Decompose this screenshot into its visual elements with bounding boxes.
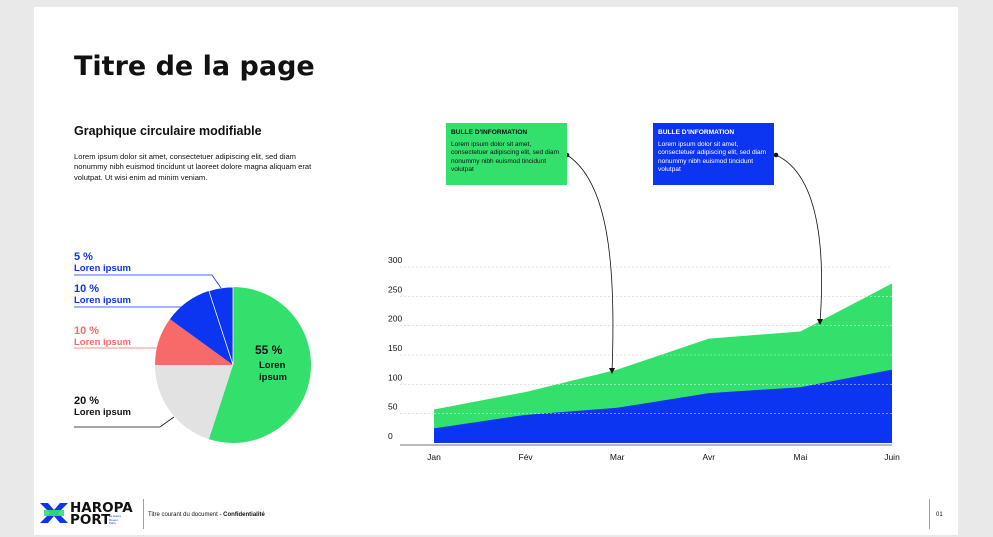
callout-title: BULLE D'INFORMATION [658, 129, 735, 136]
logo-small: Le Havre Rouen Paris [109, 514, 122, 526]
callout-arrowhead-blue [817, 319, 823, 325]
leader-line-5 [74, 274, 222, 289]
slide: Titre de la page Graphique circulaire mo… [34, 7, 958, 535]
x-tick-label: Avr [702, 452, 715, 462]
x-tick-label: Jan [427, 452, 441, 462]
pie-label-text: Loren ipsum [74, 337, 132, 348]
pie-inner-label-2: ipsum [259, 372, 287, 383]
logo-port: PORT [70, 512, 111, 528]
pie-slice [155, 319, 233, 365]
logo-haropa: HAROPA [70, 500, 133, 516]
y-tick-label: 0 [388, 431, 393, 441]
callout-green: BULLE D'INFORMATION Lorem ipsum dolor si… [446, 123, 567, 185]
pie-label-text: Loren ipsum [74, 407, 132, 418]
pie-label-20: 20 % Loren ipsum [74, 395, 131, 419]
leader-line-10-blue [74, 306, 193, 316]
pie-slice [208, 287, 311, 443]
footer-divider [143, 499, 144, 529]
y-tick-label: 150 [388, 343, 402, 353]
pie-slices [155, 286, 311, 443]
chart-y-ticks: 0 50 100 150 200 250 300 [388, 255, 402, 441]
x-tick-label: Juin [884, 452, 900, 462]
pie-label-text: Loren ipsum [74, 263, 132, 274]
pie-inner-pct: 55 % [255, 343, 283, 357]
pie-label-pct: 10 % [74, 325, 100, 337]
area-series-blue [434, 369, 892, 443]
callout-title: BULLE D'INFORMATION [451, 129, 528, 136]
section-body: Lorem ipsum dolor sit amet, consectetuer… [74, 152, 312, 182]
pie-label-10-blue: 10 % Loren ipsum [74, 283, 131, 307]
footer-title-text: Titre courant du document - [148, 512, 224, 518]
x-tick-label: Fév [519, 452, 534, 462]
page-title: Titre de la page [74, 51, 315, 82]
pie-label-pct: 10 % [74, 283, 100, 295]
pie-inner-label-1: Loren [259, 360, 286, 371]
chart-x-ticks: Jan Fév Mar Avr Mai Juin [427, 452, 900, 462]
y-tick-label: 50 [388, 402, 398, 412]
section-title: Graphique circulaire modifiable [74, 124, 262, 138]
footer-doc-title: Titre courant du document - Confidential… [148, 512, 265, 518]
haropa-logo-mark [40, 503, 68, 523]
chart-areas [400, 266, 892, 446]
y-tick-label: 300 [388, 255, 402, 265]
pie-label-pct: 5 % [74, 251, 93, 263]
x-tick-label: Mar [610, 452, 625, 462]
x-tick-label: Mai [794, 452, 808, 462]
haropa-logo: HAROPA PORT Le Havre Rouen Paris [40, 500, 140, 530]
callout-body: Lorem ipsum dolor sit amet, consectetuer… [451, 141, 560, 173]
page-number-divider [929, 499, 930, 529]
pie-chart: 55 % Loren ipsum [74, 274, 311, 443]
y-tick-label: 200 [388, 314, 402, 324]
callout-arrow-green [566, 154, 614, 373]
pie-label-pct: 20 % [74, 395, 100, 407]
callout-arrowhead-green [609, 368, 615, 374]
page-number: 01 [936, 512, 943, 518]
callout-arrow-blue [775, 154, 822, 324]
footer-confidential: Confidentialité [223, 512, 265, 518]
leader-line-20 [74, 416, 175, 428]
pie-slice [169, 290, 233, 365]
callout-blue: BULLE D'INFORMATION Lorem ipsum dolor si… [653, 123, 774, 185]
callout-body: Lorem ipsum dolor sit amet, consectetuer… [658, 141, 767, 173]
y-tick-label: 250 [388, 284, 402, 294]
pie-label-5: 5 % Loren ipsum [74, 251, 131, 275]
pie-label-text: Loren ipsum [74, 295, 132, 306]
pie-slice [155, 365, 233, 440]
callout-dot-blue [773, 152, 779, 158]
area-chart: 0 50 100 150 200 250 300 Jan Fév Mar Avr Mai Juin [388, 152, 900, 462]
pie-label-10-red: 10 % Loren ipsum [74, 325, 131, 349]
y-tick-label: 100 [388, 372, 402, 382]
